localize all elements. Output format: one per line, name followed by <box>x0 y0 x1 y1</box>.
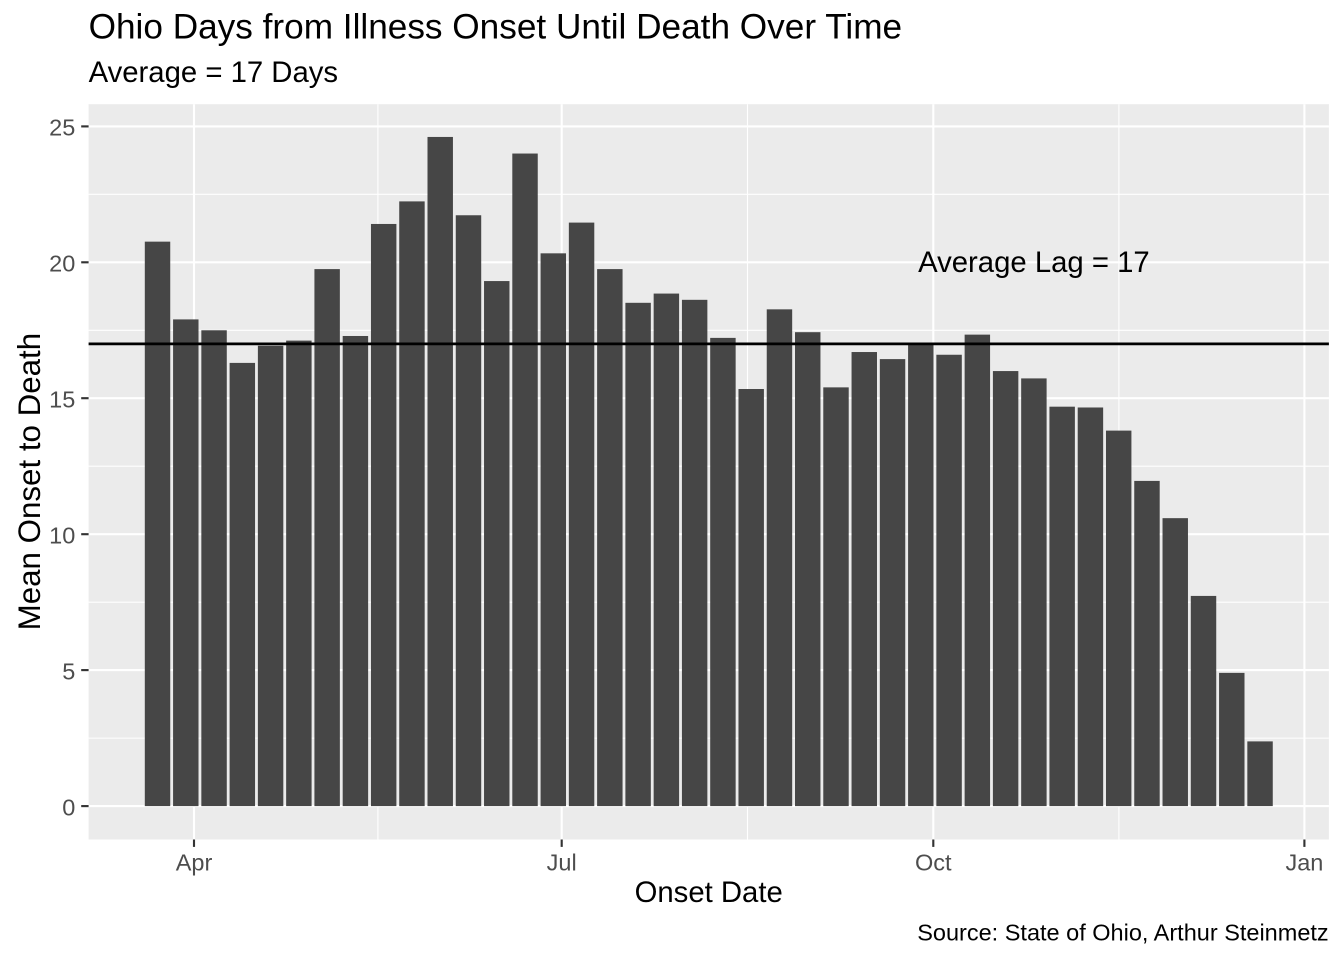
svg-text:Source: State of Ohio, Arthur: Source: State of Ohio, Arthur Steinmetz <box>917 920 1328 946</box>
svg-text:5: 5 <box>62 658 75 684</box>
svg-text:Average Lag = 17: Average Lag = 17 <box>918 246 1150 279</box>
svg-text:Jan: Jan <box>1285 850 1323 876</box>
svg-text:Average = 17 Days: Average = 17 Days <box>89 56 338 89</box>
svg-text:Apr: Apr <box>176 850 213 876</box>
svg-text:0: 0 <box>62 794 75 820</box>
svg-text:15: 15 <box>49 387 75 413</box>
svg-text:Oct: Oct <box>915 850 952 876</box>
svg-text:Jul: Jul <box>547 850 577 876</box>
svg-text:Ohio Days from Illness Onset U: Ohio Days from Illness Onset Until Death… <box>89 8 903 47</box>
svg-text:Mean Onset to Death: Mean Onset to Death <box>12 333 47 631</box>
svg-text:25: 25 <box>49 115 75 141</box>
svg-text:10: 10 <box>49 523 75 549</box>
svg-text:20: 20 <box>49 251 75 277</box>
svg-text:Onset Date: Onset Date <box>635 876 783 909</box>
